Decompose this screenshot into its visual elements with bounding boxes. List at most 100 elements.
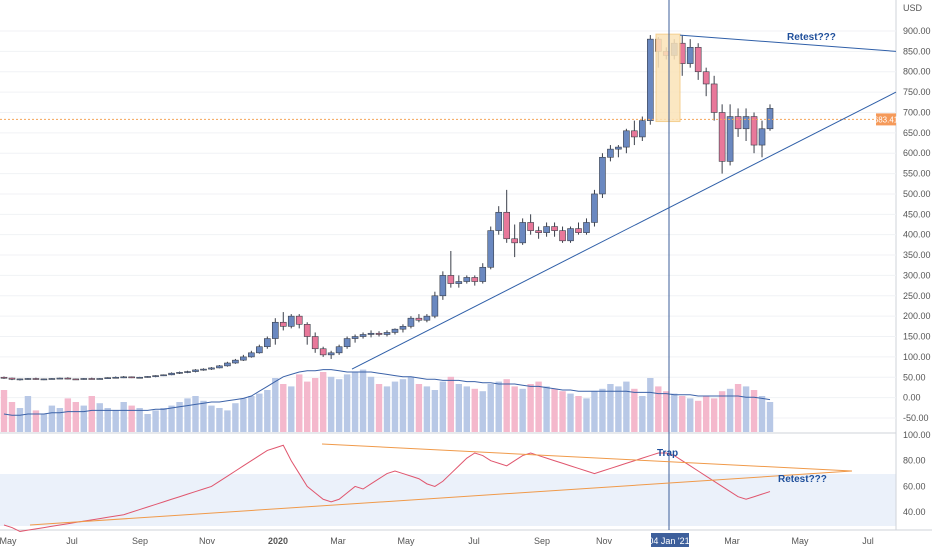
price-tick-label: 350.00: [903, 250, 931, 260]
volume-bar: [399, 379, 407, 432]
candle-body: [72, 378, 80, 381]
candle-body: [750, 116, 758, 146]
candle-body: [40, 378, 48, 381]
candle-body: [120, 376, 127, 379]
volume-bar: [607, 384, 614, 432]
candle-body: [224, 362, 231, 367]
candle-body: [136, 376, 143, 379]
candle-body: [543, 226, 550, 233]
rsi-tick-label: 40.00: [903, 507, 926, 517]
volume-bar: [415, 384, 423, 432]
candle-body: [599, 156, 606, 195]
candle-body: [256, 346, 263, 354]
candle-body: [567, 228, 574, 242]
volume-bar: [72, 402, 80, 432]
candle-body: [503, 211, 510, 240]
candle-body: [327, 352, 335, 356]
volume-bar: [216, 408, 223, 432]
price-tick-label: 0.00: [903, 393, 921, 403]
candle-body: [271, 321, 279, 339]
candle-body: [471, 277, 479, 282]
volume-bar: [567, 393, 574, 432]
volume-bar: [280, 384, 287, 432]
candle-body: [8, 377, 16, 380]
resistance-trendline: [679, 34, 897, 52]
price-tick-label: 100.00: [903, 352, 931, 362]
volume-bar: [383, 386, 391, 432]
volume-bar: [335, 379, 343, 432]
volume-bar: [0, 390, 8, 432]
volume-bar: [80, 405, 87, 432]
time-tick-label: Sep: [132, 536, 148, 546]
time-tick-label: May: [397, 536, 415, 546]
price-tick-label: 250.00: [903, 291, 931, 301]
candle-body: [48, 378, 56, 380]
candle-body: [359, 334, 367, 337]
price-tick-label: -50.00: [903, 413, 929, 423]
candle-body: [519, 222, 526, 244]
candle-body: [168, 372, 175, 376]
support-trendline: [351, 91, 897, 370]
volume-bar: [447, 376, 455, 432]
candle-body: [208, 367, 215, 370]
price-tick-label: 550.00: [903, 169, 931, 179]
time-tick-label: Mar: [724, 536, 740, 546]
volume-bar: [8, 402, 16, 432]
candle-body: [463, 277, 471, 282]
volume-bar: [256, 393, 263, 432]
volume-bar: [136, 408, 143, 432]
candle-body: [439, 275, 447, 297]
volume-bar: [391, 381, 399, 432]
price-axis[interactable]: 900.00 850.00 800.00 750.00 700.00 650.00 600.…: [903, 26, 931, 517]
price-tick-label: 450.00: [903, 209, 931, 219]
volume-bar: [168, 405, 175, 432]
volume-bar: [702, 396, 710, 432]
candle-body: [391, 328, 399, 333]
price-tick-label: 300.00: [903, 270, 931, 280]
time-tick-label: 2020: [268, 536, 288, 546]
volume-bar: [718, 391, 726, 432]
price-tick-label: 900.00: [903, 26, 931, 36]
volume-bar: [367, 376, 375, 432]
volume-bar: [655, 386, 662, 432]
volume-bar: [647, 378, 654, 432]
volume-bar: [679, 396, 686, 432]
candle-body: [88, 378, 96, 380]
volume-bar: [192, 396, 199, 432]
rsi-line: [3, 444, 771, 532]
candle-body: [287, 315, 295, 327]
rsi-lower-trendline: [29, 470, 853, 526]
volume-bar: [639, 396, 646, 432]
time-axis[interactable]: May Jul Sep Nov 2020 Mar May Jul Sep Nov 04 Jan '2…: [0, 533, 874, 547]
candle-body: [192, 369, 199, 372]
candle-body: [575, 228, 582, 233]
candle-body: [734, 116, 742, 130]
time-tick-label: Mar: [330, 536, 346, 546]
candle-body: [431, 295, 439, 317]
candle-body: [264, 338, 271, 348]
price-panel[interactable]: [0, 0, 896, 433]
volume-bar: [240, 398, 247, 432]
volume-bar: [407, 376, 415, 432]
volume-bar: [527, 384, 534, 432]
volume-bar: [375, 384, 383, 432]
volume-bar: [503, 379, 510, 432]
volume-bar: [327, 376, 335, 432]
candle-body: [527, 222, 534, 231]
candle-body: [559, 230, 566, 242]
volume-bar: [543, 386, 550, 432]
candle-body: [383, 332, 391, 335]
candle-body: [375, 332, 383, 335]
volume-bar: [56, 408, 64, 432]
price-tick-label: 50.00: [903, 372, 926, 382]
volume-bar: [48, 405, 56, 432]
volume-bar: [112, 410, 119, 432]
volume-bar: [144, 414, 151, 432]
time-tick-label: Jul: [66, 536, 78, 546]
price-tick-label: 800.00: [903, 67, 931, 77]
time-tick-label: Sep: [534, 536, 550, 546]
candle-body: [351, 336, 359, 339]
candle-body: [702, 71, 710, 85]
volume-bar: [311, 378, 319, 432]
candle-body: [766, 108, 774, 130]
